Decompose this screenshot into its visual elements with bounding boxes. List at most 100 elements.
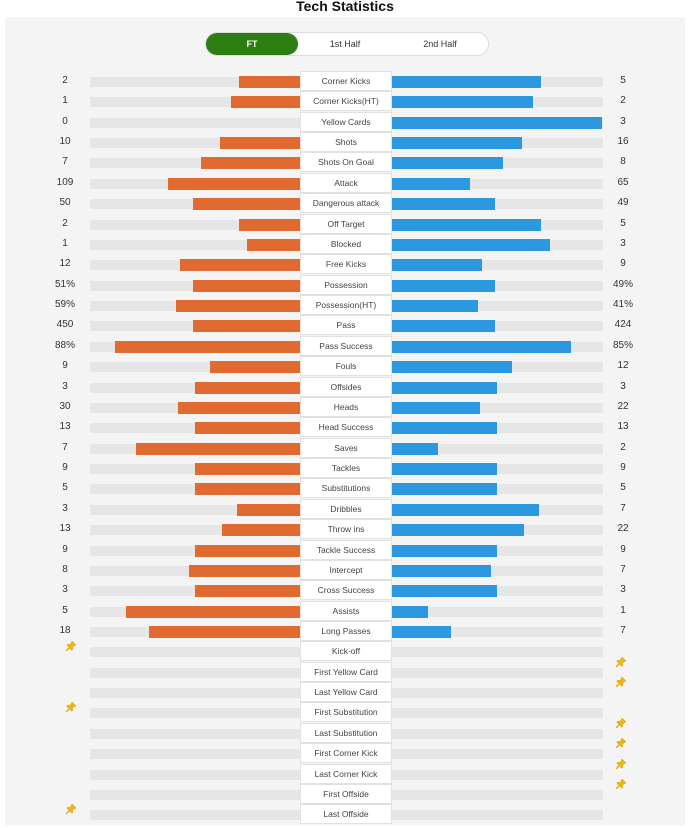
stat-row: 5 5 Substitutions (0, 478, 690, 499)
home-value: 3 (62, 502, 68, 514)
home-value: 59% (54, 299, 75, 311)
home-value: 1 (62, 95, 68, 107)
stat-label: Shots On Goal (300, 152, 392, 173)
home-value: 10 (59, 136, 71, 148)
home-value: 9 (62, 360, 68, 372)
stat-label: Off Target (300, 213, 392, 234)
away-value: 8 (620, 156, 626, 168)
home-value: 2 (62, 75, 68, 86)
away-value: 12 (617, 360, 629, 372)
away-value: 7 (620, 563, 626, 575)
home-bar (210, 361, 300, 374)
pin-icon (65, 701, 77, 713)
home-bar (180, 259, 300, 272)
home-track (90, 138, 300, 149)
away-value: 424 (614, 319, 632, 331)
event-label: Last Substitution (300, 722, 392, 743)
stat-label: Fouls (300, 356, 392, 377)
stat-label: Offsides (300, 376, 392, 397)
away-track (392, 443, 603, 454)
home-value: 5 (62, 604, 68, 616)
away-value: 16 (617, 136, 629, 148)
stat-row: 2 5 Off Target (0, 213, 690, 234)
event-row: First Substitution (0, 701, 690, 723)
stat-label: Corner Kicks (300, 71, 392, 91)
away-bar (392, 177, 470, 190)
event-label: Kick-off (300, 641, 392, 662)
away-value: 3 (620, 584, 626, 596)
away-bar (392, 605, 428, 618)
home-track (90, 77, 300, 87)
home-value: 0 (62, 115, 68, 127)
home-bar (237, 503, 300, 516)
away-value: 85% (612, 339, 633, 351)
stat-row: 9 12 Fouls (0, 356, 690, 377)
stat-label: Tackles (300, 458, 392, 479)
away-bar (392, 585, 497, 598)
home-track (90, 708, 300, 719)
stat-label: Long Passes (300, 620, 392, 641)
home-bar (195, 585, 300, 598)
period-tabs: FT 1st Half 2nd Half (205, 32, 489, 56)
away-bar (392, 96, 533, 109)
away-bar (392, 422, 497, 435)
away-bar (392, 401, 480, 414)
stat-row: 7 2 Saves (0, 437, 690, 458)
event-label: Last Corner Kick (300, 763, 392, 784)
event-label: First Substitution (300, 702, 392, 723)
pin-icon (615, 737, 627, 749)
away-value: 5 (620, 482, 626, 494)
event-label: First Yellow Card (300, 661, 392, 682)
stat-label: Tackle Success (300, 539, 392, 560)
event-row: First Corner Kick (0, 737, 690, 764)
away-value: 9 (620, 258, 626, 270)
stat-row: 0 3 Yellow Cards (0, 111, 690, 132)
tab-2nd-half[interactable]: 2nd Half (423, 39, 457, 49)
away-bar (392, 157, 503, 170)
home-bar (178, 401, 300, 414)
away-bar (392, 544, 497, 557)
home-bar (168, 177, 300, 190)
stat-row: 88% 85% Pass Success (0, 335, 690, 356)
home-bar (189, 564, 300, 577)
stat-row: 3 3 Cross Success (0, 580, 690, 601)
home-value: 5 (62, 482, 68, 494)
home-bar (239, 76, 300, 88)
away-track (392, 484, 603, 495)
home-bar (193, 320, 300, 333)
pin-icon (615, 656, 627, 668)
away-value: 7 (620, 502, 626, 514)
stat-row: 1 2 Corner Kicks(HT) (0, 91, 690, 112)
event-row: Last Corner Kick (0, 758, 690, 784)
away-track (392, 545, 603, 556)
stat-label: Blocked (300, 233, 392, 254)
home-bar (195, 544, 300, 557)
away-value: 49% (612, 278, 633, 290)
home-track (90, 688, 300, 699)
home-track (90, 728, 300, 739)
away-track (392, 667, 603, 678)
home-bar (136, 442, 300, 455)
tab-ft[interactable]: FT (206, 33, 298, 55)
away-track (392, 402, 603, 413)
pin-icon (615, 717, 627, 729)
home-track (90, 117, 300, 128)
stat-row: 59% 41% Possession(HT) (0, 295, 690, 316)
event-row: Last Offside (0, 803, 690, 825)
away-track (392, 749, 603, 760)
event-label: Last Yellow Card (300, 682, 392, 703)
stat-row: 50 49 Dangerous attack (0, 193, 690, 214)
home-bar (195, 422, 300, 435)
away-value: 2 (620, 95, 626, 107)
away-value: 3 (620, 115, 626, 127)
away-track (392, 586, 603, 597)
away-bar (392, 442, 438, 455)
away-bar (392, 137, 522, 150)
tab-1st-half[interactable]: 1st Half (329, 39, 361, 49)
home-bar (195, 463, 300, 476)
stat-row: 10 16 Shots (0, 132, 690, 153)
pin-icon (615, 758, 627, 770)
home-track (90, 789, 300, 800)
stat-row: 12 9 Free Kicks (0, 254, 690, 275)
stat-row: 13 22 Throw ins (0, 519, 690, 540)
